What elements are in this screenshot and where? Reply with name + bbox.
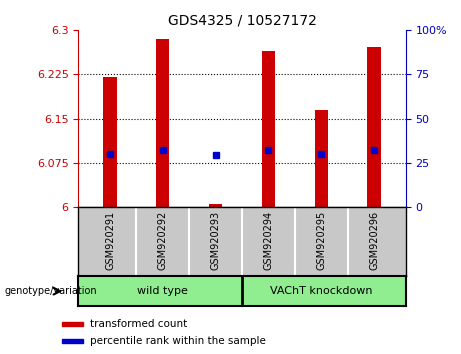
Text: genotype/variation: genotype/variation bbox=[5, 286, 97, 296]
Bar bbox=[262, 51, 275, 207]
Text: GSM920296: GSM920296 bbox=[369, 211, 379, 270]
Text: percentile rank within the sample: percentile rank within the sample bbox=[90, 336, 266, 346]
Bar bbox=[314, 110, 328, 207]
Text: GSM920293: GSM920293 bbox=[211, 211, 221, 270]
Bar bbox=[367, 47, 381, 207]
Text: transformed count: transformed count bbox=[90, 319, 188, 329]
Text: GSM920295: GSM920295 bbox=[316, 211, 326, 270]
Text: GSM920294: GSM920294 bbox=[263, 211, 273, 270]
Text: VAChT knockdown: VAChT knockdown bbox=[270, 286, 372, 296]
Bar bbox=[209, 204, 222, 207]
Title: GDS4325 / 10527172: GDS4325 / 10527172 bbox=[168, 13, 316, 28]
Text: wild type: wild type bbox=[137, 286, 188, 296]
Text: GSM920292: GSM920292 bbox=[158, 211, 168, 270]
Text: GSM920291: GSM920291 bbox=[105, 211, 115, 270]
Bar bbox=[62, 338, 83, 343]
Bar bbox=[156, 39, 170, 207]
Bar bbox=[62, 322, 83, 326]
Bar bbox=[103, 77, 117, 207]
